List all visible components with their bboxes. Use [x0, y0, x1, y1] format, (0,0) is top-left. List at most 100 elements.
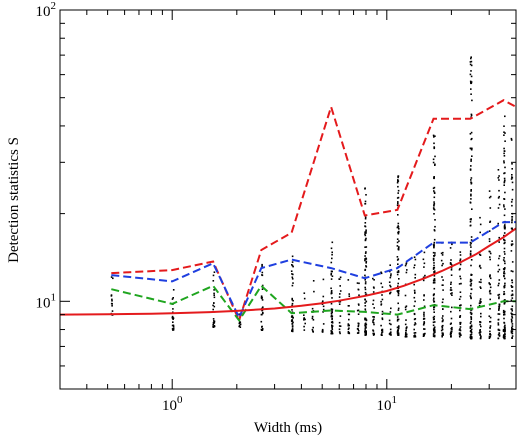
scatter-point	[441, 335, 443, 338]
scatter-point	[433, 270, 436, 272]
scatter-point	[364, 282, 367, 285]
scatter-point	[311, 307, 314, 310]
scatter-point	[450, 317, 453, 320]
scatter-point	[331, 308, 334, 311]
scatter-point	[339, 300, 342, 303]
scatter-point	[365, 317, 367, 320]
scatter-point	[503, 321, 505, 324]
scatter-point	[291, 315, 293, 317]
scatter-point	[380, 271, 382, 274]
scatter-point	[441, 332, 444, 334]
scatter-point	[372, 316, 374, 318]
scatter-point	[381, 286, 384, 288]
scatter-point	[397, 222, 400, 225]
scatter-point	[322, 308, 325, 311]
scatter-point	[238, 313, 241, 315]
scatter-point	[405, 330, 407, 332]
scatter-point	[331, 257, 333, 260]
scatter-point	[331, 310, 333, 312]
scatter-point	[450, 287, 452, 289]
scatter-point	[397, 333, 400, 335]
scatter-point	[460, 334, 462, 336]
scatter-point	[405, 334, 407, 337]
scatter-point	[397, 290, 400, 293]
scatter-point	[479, 302, 481, 304]
scatter-point	[110, 295, 113, 297]
scatter-point	[433, 203, 435, 206]
scatter-point	[311, 317, 314, 320]
scatter-point	[372, 277, 374, 280]
scatter-point	[503, 293, 505, 295]
scatter-point	[388, 281, 391, 283]
scatter-point	[404, 323, 407, 326]
scatter-point	[470, 60, 473, 63]
scatter-point	[405, 262, 408, 264]
scatter-point	[261, 328, 264, 330]
scatter-point	[291, 330, 293, 332]
scatter-point	[389, 284, 391, 287]
scatter-point	[469, 295, 472, 297]
scatter-point	[498, 241, 500, 243]
scatter-point	[470, 331, 472, 333]
scatter-point	[442, 315, 444, 317]
scatter-point	[469, 253, 472, 256]
scatter-point	[364, 259, 366, 262]
scatter-point	[497, 324, 500, 326]
scatter-point	[459, 254, 462, 256]
scatter-point	[291, 327, 294, 329]
scatter-point	[389, 276, 392, 279]
scatter-point	[470, 138, 472, 141]
scatter-point	[331, 251, 333, 254]
scatter-point	[489, 275, 491, 277]
scatter-point	[498, 195, 500, 198]
scatter-point	[422, 318, 425, 320]
scatter-point	[511, 163, 513, 165]
scatter-point	[503, 160, 505, 162]
scatter-point	[450, 335, 452, 338]
scatter-point	[397, 331, 399, 333]
scatter-point	[404, 308, 407, 311]
scatter-point	[413, 264, 416, 266]
scatter-point	[458, 268, 461, 271]
scatter-point	[504, 208, 506, 210]
scatter-point	[504, 267, 506, 269]
x-tick-label: 100	[162, 394, 183, 414]
scatter-point	[434, 163, 436, 166]
scatter-point	[504, 262, 506, 265]
scatter-point	[498, 313, 501, 315]
scatter-point	[510, 330, 513, 332]
scatter-point	[450, 267, 453, 269]
scatter-point	[503, 257, 505, 259]
scatter-point	[503, 268, 505, 270]
scatter-point	[434, 155, 436, 158]
scatter-point	[396, 316, 399, 318]
scatter-point	[172, 324, 175, 327]
scatter-point	[358, 322, 360, 325]
scatter-point	[469, 244, 472, 246]
scatter-point	[364, 305, 367, 307]
scatter-point	[413, 283, 415, 286]
scatter-point	[396, 226, 399, 229]
scatter-point	[498, 293, 501, 296]
scatter-point	[469, 311, 472, 314]
scatter-point	[433, 191, 436, 194]
scatter-point	[489, 256, 491, 258]
scatter-point	[459, 267, 461, 270]
scatter-point	[338, 278, 340, 280]
scatter-point	[364, 274, 366, 277]
scatter-point	[433, 297, 435, 300]
scatter-point	[364, 329, 367, 332]
scatter-point	[373, 279, 375, 281]
scatter-point	[470, 179, 472, 181]
scatter-point	[450, 269, 453, 271]
scatter-point	[470, 88, 472, 90]
scatter-point	[388, 319, 391, 322]
scatter-point	[511, 261, 514, 263]
scatter-point	[364, 302, 366, 304]
scatter-point	[423, 262, 426, 265]
scatter-point	[459, 277, 462, 280]
scatter-point	[511, 308, 513, 310]
scatter-point	[440, 252, 443, 255]
scatter-point	[433, 196, 436, 199]
scatter-point	[502, 309, 505, 312]
